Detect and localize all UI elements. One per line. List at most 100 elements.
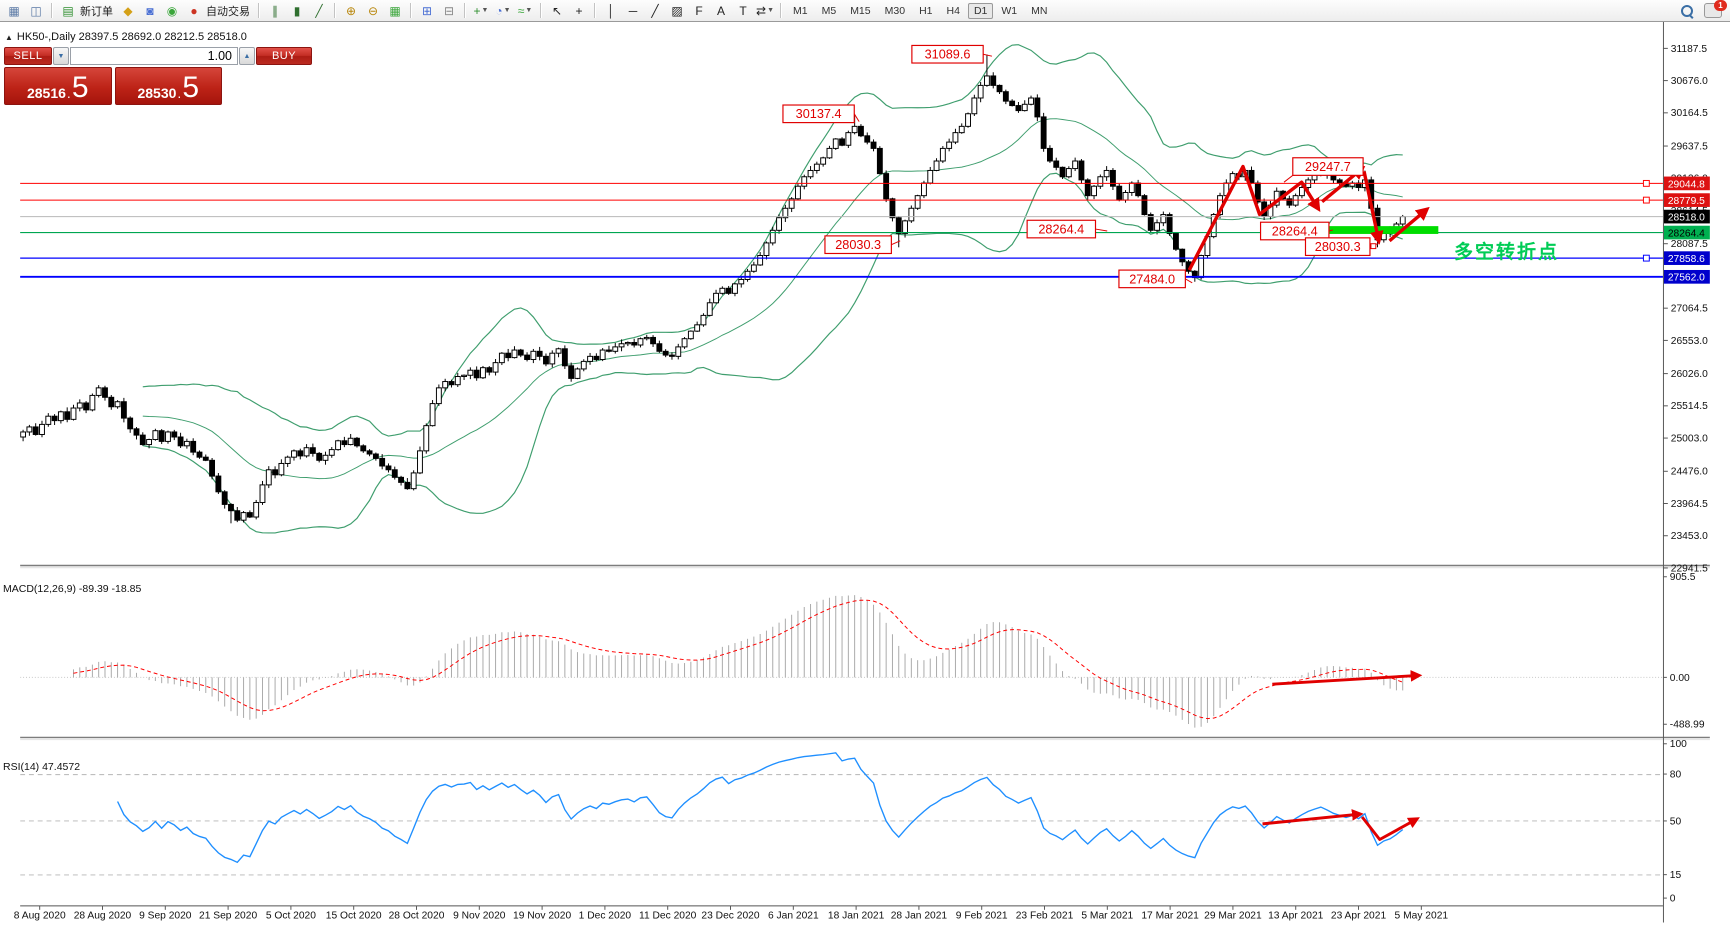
autotrading-icon-label[interactable]: 自动交易 xyxy=(206,5,250,18)
trend-zigzag-arrow[interactable] xyxy=(1362,171,1384,245)
chart-annotations[interactable]: 31089.6 30137.4 29247.7 28264.4 28030.3 27484… xyxy=(782,44,1439,841)
svg-text:5 Mar 2021: 5 Mar 2021 xyxy=(1081,911,1133,922)
price-badge-29044.8[interactable]: 29044.8 xyxy=(1663,176,1710,191)
price-callout-28264.4[interactable]: 28264.4 xyxy=(1259,221,1333,241)
timeframe-button-h4[interactable]: H4 xyxy=(946,4,960,17)
price-callout-28030.3[interactable]: 28030.3 xyxy=(1304,237,1379,257)
bar-chart-icon[interactable]: ∥ xyxy=(272,3,278,18)
equidistant-channel-icon[interactable]: ▨ xyxy=(671,3,683,18)
indicators-icon[interactable]: ≈ ▼ xyxy=(517,3,533,18)
timeframe-button-m30[interactable]: M30 xyxy=(884,4,906,17)
chart-canvas[interactable]: 31187.530676.030164.529637.529126.028614… xyxy=(0,22,1730,944)
chart-shift-icon[interactable]: ◫ xyxy=(30,3,42,18)
svg-text:5 Oct 2020: 5 Oct 2020 xyxy=(266,911,316,922)
new-order-icon[interactable]: ▤ xyxy=(62,3,74,18)
timeframe-button-m15[interactable]: M15 xyxy=(850,4,871,17)
zoom-out-icon[interactable]: ⊖ xyxy=(367,3,379,18)
cursor-icon[interactable]: ↖ xyxy=(551,3,563,18)
price-badge-28518.0[interactable]: 28518.0 xyxy=(1663,209,1710,224)
fibonacci-icon[interactable]: F xyxy=(695,3,703,18)
buy-button[interactable]: BUY xyxy=(256,47,312,65)
ask-price-display[interactable]: 28530. 5 xyxy=(114,67,222,105)
chart-window-icon[interactable]: ▦ xyxy=(8,3,20,18)
svg-text:28 Aug 2020: 28 Aug 2020 xyxy=(74,911,132,922)
support-zone-bar[interactable] xyxy=(1328,226,1439,234)
text-label-icon[interactable]: T xyxy=(739,3,747,18)
candlesticks xyxy=(20,54,1406,524)
svg-text:28518.0: 28518.0 xyxy=(1668,212,1705,223)
toolbar-separator xyxy=(410,3,412,18)
chevron-down-icon[interactable]: ▼ xyxy=(481,6,489,14)
volume-increase-button[interactable]: ▲ xyxy=(239,47,255,65)
svg-text:31187.5: 31187.5 xyxy=(1671,44,1708,55)
text-icon[interactable]: A xyxy=(716,3,725,18)
svg-text:19 Nov 2020: 19 Nov 2020 xyxy=(513,911,571,922)
profiles-clock-icon[interactable]: ◔ ▼ xyxy=(495,3,511,18)
volume-input[interactable] xyxy=(70,47,238,65)
svg-text:1 Dec 2020: 1 Dec 2020 xyxy=(579,911,632,922)
crosshair-icon[interactable]: + xyxy=(575,3,583,18)
hline-handle[interactable] xyxy=(1642,196,1650,204)
arrows-objects-icon[interactable]: ⇄ ▼ xyxy=(756,3,774,18)
price-callout-30137.4[interactable]: 30137.4 xyxy=(782,104,860,124)
timeframe-button-mn[interactable]: MN xyxy=(1031,4,1048,17)
horizontal-line-icon[interactable]: ─ xyxy=(628,3,638,18)
chart-region[interactable]: 31187.530676.030164.529637.529126.028614… xyxy=(0,22,1730,944)
auto-arrange-icon[interactable]: ⊞ xyxy=(421,3,433,18)
one-click-collapse-icon[interactable]: ▲ xyxy=(5,33,13,42)
svg-text:25003.0: 25003.0 xyxy=(1671,433,1708,444)
ask-main: 28530 xyxy=(137,85,177,101)
new-chart-icon[interactable]: + ▼ xyxy=(473,3,489,18)
price-callout-28030.3[interactable]: 28030.3 xyxy=(824,235,901,255)
price-badge-27562.0[interactable]: 27562.0 xyxy=(1663,269,1710,284)
volume-decrease-button[interactable]: ▼ xyxy=(53,47,69,65)
tile-windows-icon[interactable]: ▦ xyxy=(389,3,401,18)
zoom-in-icon[interactable]: ⊕ xyxy=(345,3,357,18)
chart-grid-icon[interactable]: ⊟ xyxy=(443,3,455,18)
timeframe-button-m1[interactable]: M1 xyxy=(793,4,808,17)
timeframe-button-m5[interactable]: M5 xyxy=(821,4,837,17)
sell-button[interactable]: SELL xyxy=(4,47,52,65)
chevron-down-icon[interactable]: ▼ xyxy=(503,6,511,14)
rsi-trend-arrow[interactable] xyxy=(1262,809,1364,826)
svg-text:-488.99: -488.99 xyxy=(1670,720,1705,731)
vertical-line-icon[interactable]: │ xyxy=(607,3,615,18)
price-callout-29247.7[interactable]: 29247.7 xyxy=(1283,157,1364,183)
price-badge-28779.5[interactable]: 28779.5 xyxy=(1663,193,1710,207)
trend-zigzag-arrow[interactable] xyxy=(1388,206,1430,243)
chevron-down-icon[interactable]: ▼ xyxy=(767,6,774,14)
turning-point-annotation[interactable]: 多空转折点 xyxy=(1454,242,1560,263)
timeframe-button-d1[interactable]: D1 xyxy=(967,2,994,19)
new-order-icon-label[interactable]: 新订单 xyxy=(80,5,113,18)
hline-handle[interactable] xyxy=(1642,254,1650,262)
bid-main: 28516 xyxy=(26,85,66,101)
rsi-trend-arrow[interactable] xyxy=(1360,816,1420,841)
line-chart-icon[interactable]: ╱ xyxy=(315,3,323,18)
signals-icon[interactable]: ◉ xyxy=(166,3,178,18)
chevron-down-icon[interactable]: ▼ xyxy=(525,6,533,14)
svg-text:24476.0: 24476.0 xyxy=(1671,467,1708,478)
price-callout-27484.0[interactable]: 27484.0 xyxy=(1118,269,1193,289)
price-callout-28264.4[interactable]: 28264.4 xyxy=(1026,219,1108,239)
timeframe-button-h1[interactable]: H1 xyxy=(919,4,933,17)
search-icon[interactable] xyxy=(1680,4,1694,19)
candlestick-chart-icon[interactable]: ▮ xyxy=(293,3,301,18)
svg-text:905.5: 905.5 xyxy=(1670,572,1696,583)
svg-text:22941.5: 22941.5 xyxy=(1671,563,1708,574)
macd-indicator-label: MACD(12,26,9) -89.39 -18.85 xyxy=(3,583,142,595)
price-callout-31089.6[interactable]: 31089.6 xyxy=(911,44,993,64)
timeframe-button-w1[interactable]: W1 xyxy=(1001,4,1018,17)
price-badge-27858.6[interactable]: 27858.6 xyxy=(1663,251,1710,265)
bid-price-display[interactable]: 28516. 5 xyxy=(4,67,112,105)
chat-icon[interactable]: 1 xyxy=(1704,0,1727,18)
trendline-icon[interactable]: ╱ xyxy=(651,3,659,18)
trend-zigzag-arrow[interactable] xyxy=(1187,164,1321,271)
price-badge-28264.4[interactable]: 28264.4 xyxy=(1663,225,1710,240)
hline-handle[interactable] xyxy=(1642,179,1650,187)
macd-trend-arrow[interactable] xyxy=(1272,670,1423,686)
autotrading-icon[interactable]: ● xyxy=(190,3,198,18)
svg-text:30164.5: 30164.5 xyxy=(1671,108,1708,119)
svg-text:28 Jan 2021: 28 Jan 2021 xyxy=(891,911,948,922)
deposit-funds-icon[interactable]: ◆ xyxy=(123,3,133,18)
market-icon[interactable]: ◙ xyxy=(146,3,154,18)
